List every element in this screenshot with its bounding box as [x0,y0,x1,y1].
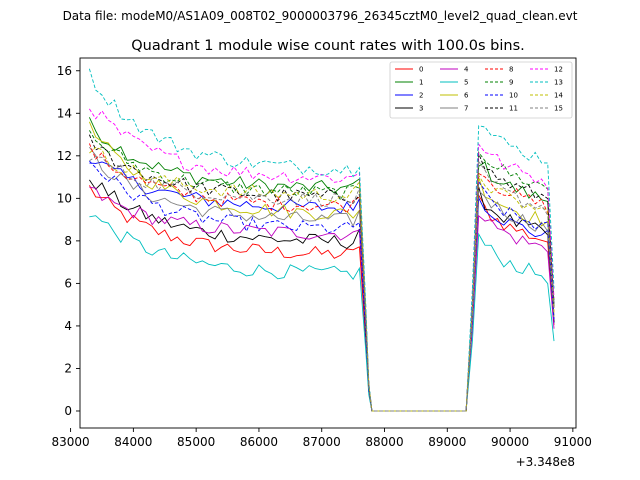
legend-label: 0 [419,66,423,74]
x-tick-label: 87000 [303,435,341,449]
x-tick-label: 91000 [554,435,592,449]
y-tick-label: 12 [57,149,72,163]
legend-label: 7 [464,105,468,113]
legend-label: 14 [554,92,563,100]
y-tick-label: 6 [64,276,72,290]
legend-label: 9 [509,79,513,87]
y-tick-label: 16 [57,64,72,78]
data-file-label: Data file: modeM0/AS1A09_008T02_90000037… [63,9,578,23]
legend-label: 12 [554,66,563,74]
legend-label: 2 [419,92,423,100]
legend-label: 11 [509,105,518,113]
y-axis: 0 2 4 6 8 10 12 14 16 [57,64,80,418]
y-tick-label: 14 [57,106,72,120]
chart-title: Quadrant 1 module wise count rates with … [131,38,525,54]
y-tick-label: 2 [64,361,72,375]
y-tick-label: 8 [64,234,72,248]
legend-label: 4 [464,66,469,74]
x-tick-label: 86000 [240,435,278,449]
series-line-12 [89,108,555,412]
y-tick-label: 0 [64,404,72,418]
series-line-6 [88,121,555,412]
series-line-15 [89,156,555,412]
series-line-1 [88,117,555,412]
series-line-8 [88,143,555,412]
legend-label: 15 [554,105,563,113]
legend-label: 10 [509,92,518,100]
x-tick-label: 84000 [114,435,152,449]
x-tick-label: 88000 [365,435,403,449]
series-line-5 [89,215,555,412]
series-line-14 [89,146,555,412]
y-tick-label: 4 [64,319,72,333]
legend-label: 3 [419,105,423,113]
plot-area [88,68,555,412]
legend-label: 6 [464,92,469,100]
legend-label: 8 [509,66,513,74]
x-offset-label: +3.348e8 [516,455,575,469]
series-line-0 [89,185,555,412]
legend-label: 1 [419,79,423,87]
legend-box [389,61,573,119]
x-tick-label: 85000 [177,435,215,449]
legend-label: 13 [554,79,563,87]
x-tick-label: 89000 [428,435,466,449]
series-line-9 [89,130,555,412]
series-line-7 [89,146,555,412]
x-axis: 83000 84000 85000 86000 87000 88000 89000 90000… [51,428,592,449]
series-line-4 [89,186,555,412]
legend-label: 5 [464,79,468,87]
y-tick-label: 10 [57,191,72,205]
axes-frame [79,57,577,429]
x-tick-label: 83000 [51,435,89,449]
series-line-2 [89,161,555,412]
x-tick-label: 90000 [491,435,529,449]
